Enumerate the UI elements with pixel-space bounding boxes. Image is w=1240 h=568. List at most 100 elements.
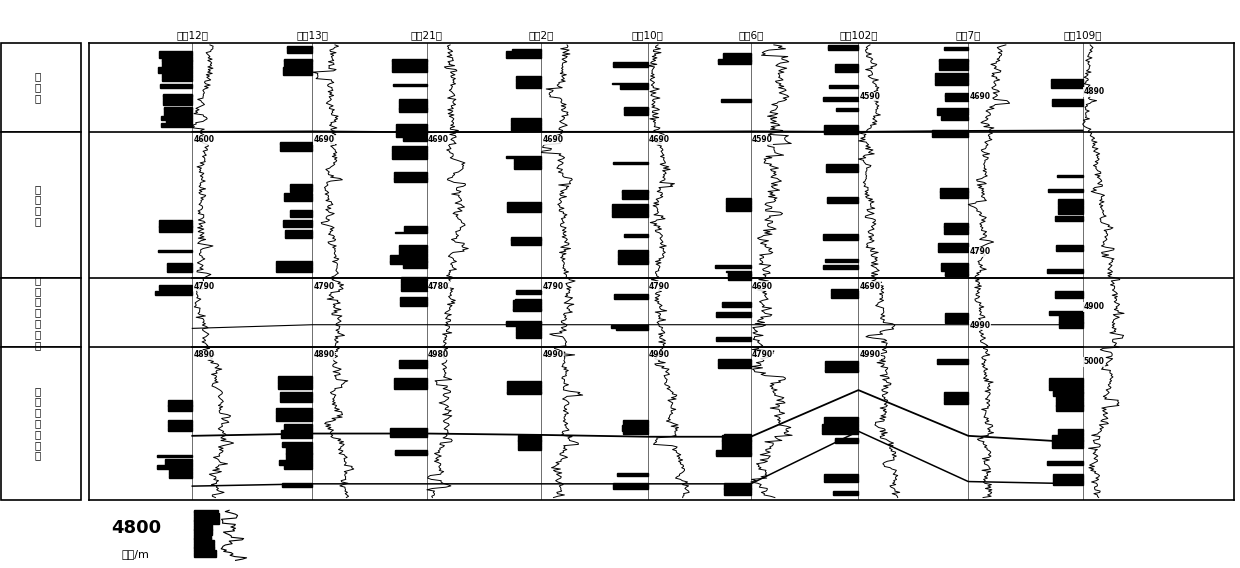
- Bar: [1058, 176, 1083, 177]
- Bar: [1058, 206, 1083, 207]
- Bar: [944, 48, 968, 49]
- Bar: [402, 278, 427, 279]
- Bar: [944, 394, 968, 395]
- Bar: [399, 101, 427, 102]
- Bar: [722, 446, 750, 447]
- Bar: [399, 106, 427, 107]
- Text: 4590: 4590: [859, 92, 880, 101]
- Bar: [822, 428, 858, 429]
- Bar: [620, 87, 647, 89]
- Bar: [945, 319, 968, 320]
- Bar: [1055, 250, 1083, 251]
- Bar: [284, 64, 312, 66]
- Bar: [1058, 211, 1083, 212]
- Bar: [167, 426, 192, 428]
- Bar: [945, 320, 968, 321]
- Bar: [715, 315, 750, 316]
- Bar: [402, 286, 427, 287]
- Bar: [394, 172, 427, 173]
- Bar: [826, 364, 858, 365]
- Bar: [944, 398, 968, 399]
- Bar: [391, 256, 427, 258]
- Bar: [613, 214, 647, 215]
- Bar: [516, 86, 542, 87]
- Bar: [511, 243, 542, 245]
- Bar: [394, 385, 427, 386]
- Bar: [823, 234, 858, 236]
- Bar: [169, 473, 192, 474]
- Text: 高
台
组: 高 台 组: [35, 72, 41, 103]
- Bar: [823, 236, 858, 237]
- Bar: [193, 518, 219, 519]
- Bar: [831, 289, 858, 290]
- Bar: [945, 93, 968, 94]
- Bar: [614, 163, 647, 164]
- Bar: [286, 457, 312, 459]
- Bar: [937, 249, 968, 250]
- Bar: [932, 131, 968, 132]
- Bar: [823, 237, 858, 238]
- Bar: [290, 215, 312, 216]
- Bar: [166, 267, 192, 268]
- Bar: [622, 191, 647, 193]
- Bar: [613, 483, 647, 485]
- Bar: [399, 111, 427, 112]
- Bar: [625, 234, 647, 236]
- Text: 4690: 4690: [428, 135, 449, 144]
- Bar: [613, 211, 647, 212]
- Bar: [1059, 320, 1083, 321]
- Bar: [941, 263, 968, 264]
- Bar: [833, 492, 858, 494]
- Bar: [722, 304, 750, 306]
- Bar: [826, 362, 858, 364]
- Bar: [613, 212, 647, 214]
- Bar: [394, 382, 427, 383]
- Bar: [516, 329, 542, 331]
- Bar: [724, 485, 750, 486]
- Bar: [290, 189, 312, 190]
- Bar: [162, 63, 192, 64]
- Bar: [401, 300, 427, 302]
- Bar: [164, 97, 192, 98]
- Text: 4990: 4990: [543, 350, 563, 360]
- Text: 4690: 4690: [859, 282, 880, 291]
- Bar: [1050, 86, 1083, 87]
- Bar: [193, 514, 219, 515]
- Bar: [517, 442, 542, 443]
- Bar: [157, 250, 192, 251]
- Bar: [169, 469, 192, 470]
- Bar: [728, 274, 750, 276]
- Bar: [1047, 270, 1083, 272]
- Bar: [936, 114, 968, 115]
- Bar: [614, 62, 647, 63]
- Bar: [723, 55, 750, 57]
- Text: 井深/m: 井深/m: [122, 549, 150, 559]
- Bar: [722, 444, 750, 446]
- Bar: [391, 434, 427, 435]
- Bar: [169, 477, 192, 478]
- Bar: [167, 425, 192, 426]
- Bar: [941, 118, 968, 119]
- Bar: [506, 324, 542, 325]
- Bar: [164, 115, 192, 116]
- Text: 4790: 4790: [970, 248, 991, 256]
- Bar: [391, 255, 427, 256]
- Bar: [392, 62, 427, 63]
- Bar: [391, 258, 427, 259]
- Bar: [286, 455, 312, 456]
- Bar: [516, 85, 542, 86]
- Bar: [828, 85, 858, 86]
- Bar: [392, 147, 427, 149]
- Bar: [1056, 403, 1083, 404]
- Bar: [166, 263, 192, 264]
- Bar: [937, 246, 968, 247]
- Bar: [940, 197, 968, 198]
- Bar: [836, 442, 858, 443]
- Bar: [715, 453, 750, 455]
- Bar: [193, 516, 219, 518]
- Bar: [937, 247, 968, 249]
- Bar: [828, 49, 858, 50]
- Bar: [193, 528, 212, 529]
- Text: 5000: 5000: [1084, 357, 1105, 366]
- Bar: [619, 250, 647, 251]
